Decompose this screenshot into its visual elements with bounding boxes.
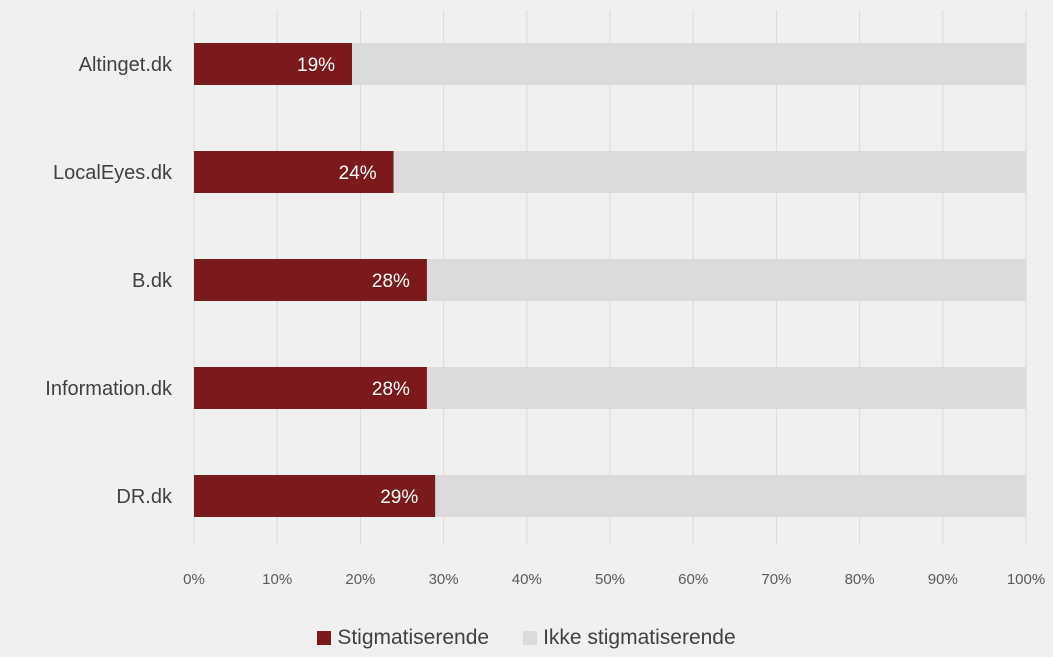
legend-label-stigmatiserende: Stigmatiserende (337, 626, 490, 649)
bar-stigmatiserende-localeyes-dk (194, 151, 394, 193)
x-tick-label: 10% (262, 571, 292, 588)
bar-ikke-stigmatiserende-dr-dk (435, 475, 1026, 517)
bar-chart: 0% 10% 20% 30% 40% 50% 60% 70% 80% 90% 100% 19% Alti… (45, 10, 1045, 588)
legend-label-ikke-stigmatiserende: Ikke stigmatiserende (543, 626, 736, 649)
x-tick-label: 0% (183, 571, 205, 588)
x-tick-label: 50% (595, 571, 625, 588)
bar-ikke-stigmatiserende-altinget-dk (352, 43, 1027, 85)
data-label: 28% (372, 379, 410, 400)
x-tick-label: 90% (928, 571, 958, 588)
legend-swatch-ikke-stigmatiserende (523, 631, 538, 645)
bar-stigmatiserende-dr-dk (194, 475, 436, 517)
category-label: LocalEyes.dk (53, 162, 173, 184)
x-tick-label: 30% (429, 571, 459, 588)
data-label: 29% (380, 487, 418, 508)
bar-stigmatiserende-altinget-dk (194, 43, 353, 85)
bar-ikke-stigmatiserende-localeyes-dk (393, 151, 1026, 193)
category-label: Information.dk (45, 378, 173, 400)
bar-ikke-stigmatiserende-information-dk (426, 367, 1027, 409)
data-label: 19% (297, 55, 335, 76)
legend: Stigmatiserende Ikke stigmatiserende (0, 626, 1053, 650)
data-label: 28% (372, 271, 410, 292)
data-label: 24% (339, 163, 377, 184)
category-label: DR.dk (116, 486, 173, 508)
category-label: B.dk (132, 270, 173, 292)
bar-ikke-stigmatiserende-b-dk (426, 259, 1027, 301)
bar-stigmatiserende-information-dk (194, 367, 427, 409)
x-tick-label: 80% (845, 571, 875, 588)
x-tick-label: 100% (1007, 571, 1045, 588)
x-tick-label: 70% (761, 571, 791, 588)
legend-swatch-stigmatiserende (317, 631, 332, 645)
category-label: Altinget.dk (79, 54, 173, 76)
bar-stigmatiserende-b-dk (194, 259, 427, 301)
legend-item-ikke-stigmatiserende: Ikke stigmatiserende (523, 626, 736, 650)
x-tick-label: 40% (512, 571, 542, 588)
legend-item-stigmatiserende: Stigmatiserende (317, 626, 489, 650)
x-tick-label: 60% (678, 571, 708, 588)
x-tick-label: 20% (345, 571, 375, 588)
